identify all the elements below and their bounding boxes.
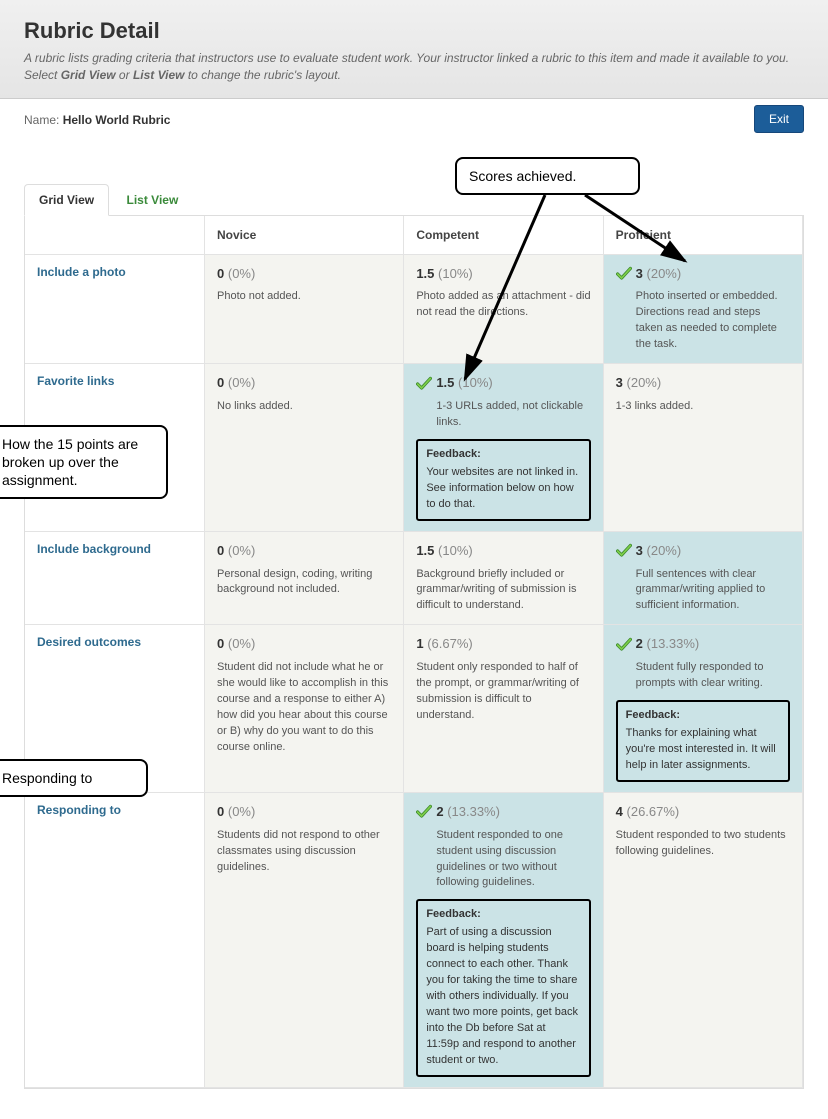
feedback-box: Feedback: Your websites are not linked in…: [416, 439, 590, 521]
tab-list-view[interactable]: List View: [112, 185, 192, 215]
rubric-cell[interactable]: 1 (6.67%) Student only responded to half …: [404, 625, 603, 792]
cell-description: Student did not include what he or she w…: [217, 660, 391, 756]
check-icon: [616, 543, 632, 559]
cell-score: 3 (20%): [616, 265, 790, 284]
cell-description: Full sentences with clear grammar/writin…: [616, 567, 790, 615]
cell-description: Photo added as an attachment - did not r…: [416, 289, 590, 321]
page-description: A rubric lists grading criteria that ins…: [24, 50, 804, 84]
cell-description: Photo inserted or embedded. Directions r…: [616, 289, 790, 353]
column-header: Proficient: [604, 216, 803, 255]
cell-description: 1-3 URLs added, not clickable links.: [416, 399, 590, 431]
cell-description: Student only responded to half of the pr…: [416, 660, 590, 724]
cell-score: 3 (20%): [616, 542, 790, 561]
row-header: Include a photo: [25, 255, 205, 365]
column-header: Novice: [205, 216, 404, 255]
cell-score: 2 (13.33%): [616, 635, 790, 654]
cell-description: Personal design, coding, writing backgro…: [217, 567, 391, 599]
cell-score: 1 (6.67%): [416, 635, 590, 654]
cell-description: No links added.: [217, 399, 391, 415]
column-header: Competent: [404, 216, 603, 255]
check-icon: [616, 266, 632, 282]
cell-score: 4 (26.67%): [616, 803, 790, 822]
cell-score: 1.5 (10%): [416, 265, 590, 284]
cell-score: 1.5 (10%): [416, 542, 590, 561]
rubric-cell[interactable]: 3 (20%) 1-3 links added.: [604, 364, 803, 531]
cell-score: 2 (13.33%): [416, 803, 590, 822]
cell-description: Students did not respond to other classm…: [217, 828, 391, 876]
rubric-cell[interactable]: 2 (13.33%) Student fully responded to pro…: [604, 625, 803, 792]
rubric-cell[interactable]: 1.5 (10%) 1-3 URLs added, not clickable l…: [404, 364, 603, 531]
rubric-cell[interactable]: 3 (20%) Photo inserted or embedded. Direc…: [604, 255, 803, 365]
cell-score: 0 (0%): [217, 635, 391, 654]
cell-score: 0 (0%): [217, 542, 391, 561]
feedback-text: Your websites are not linked in. See inf…: [426, 466, 578, 510]
rubric-cell[interactable]: 0 (0%) Students did not respond to other …: [205, 793, 404, 1088]
cell-description: Student responded to two students follow…: [616, 828, 790, 860]
cell-description: 1-3 links added.: [616, 399, 790, 415]
rubric-cell[interactable]: 0 (0%) Personal design, coding, writing b…: [205, 532, 404, 626]
cell-score: 0 (0%): [217, 265, 391, 284]
rubric-cell[interactable]: 4 (26.67%) Student responded to two stude…: [604, 793, 803, 1088]
rubric-name-line: Name: Hello World Rubric: [24, 113, 804, 127]
feedback-label: Feedback:: [626, 708, 780, 724]
callout-responding: Responding to: [0, 759, 148, 797]
view-tabs: Grid View List View: [24, 183, 804, 216]
rubric-cell[interactable]: 2 (13.33%) Student responded to one stude…: [404, 793, 603, 1088]
rubric-cell[interactable]: 3 (20%) Full sentences with clear grammar…: [604, 532, 803, 626]
check-icon: [416, 376, 432, 392]
cell-score: 0 (0%): [217, 803, 391, 822]
tab-grid-view[interactable]: Grid View: [24, 184, 109, 216]
cell-score: 1.5 (10%): [416, 374, 590, 393]
row-header: Responding to: [25, 793, 205, 1088]
rubric-cell[interactable]: 1.5 (10%) Photo added as an attachment - …: [404, 255, 603, 365]
callout-breakdown: How the 15 points are broken up over the…: [0, 425, 168, 500]
row-header: Include background: [25, 532, 205, 626]
rubric-cell[interactable]: 0 (0%) Student did not include what he or…: [205, 625, 404, 792]
check-icon: [616, 637, 632, 653]
feedback-text: Part of using a discussion board is help…: [426, 926, 578, 1066]
cell-description: Background briefly included or grammar/w…: [416, 567, 590, 615]
cell-description: Student responded to one student using d…: [416, 828, 590, 892]
cell-score: 3 (20%): [616, 374, 790, 393]
page-title: Rubric Detail: [24, 18, 804, 44]
rubric-name: Hello World Rubric: [63, 113, 171, 127]
check-icon: [416, 804, 432, 820]
rubric-cell[interactable]: 1.5 (10%) Background briefly included or …: [404, 532, 603, 626]
rubric-grid: NoviceCompetentProficient Include a photo…: [24, 216, 804, 1089]
rubric-cell[interactable]: 0 (0%) No links added.: [205, 364, 404, 531]
cell-description: Photo not added.: [217, 289, 391, 305]
exit-button[interactable]: Exit: [754, 105, 804, 133]
rubric-cell[interactable]: 0 (0%) Photo not added.: [205, 255, 404, 365]
feedback-box: Feedback: Part of using a discussion boar…: [416, 899, 590, 1076]
callout-scores: Scores achieved.: [455, 157, 640, 195]
header-band: Rubric Detail A rubric lists grading cri…: [0, 0, 828, 99]
cell-score: 0 (0%): [217, 374, 391, 393]
feedback-box: Feedback: Thanks for explaining what you'…: [616, 700, 790, 782]
feedback-label: Feedback:: [426, 447, 580, 463]
cell-description: Student fully responded to prompts with …: [616, 660, 790, 692]
feedback-text: Thanks for explaining what you're most i…: [626, 727, 776, 771]
feedback-label: Feedback:: [426, 907, 580, 923]
